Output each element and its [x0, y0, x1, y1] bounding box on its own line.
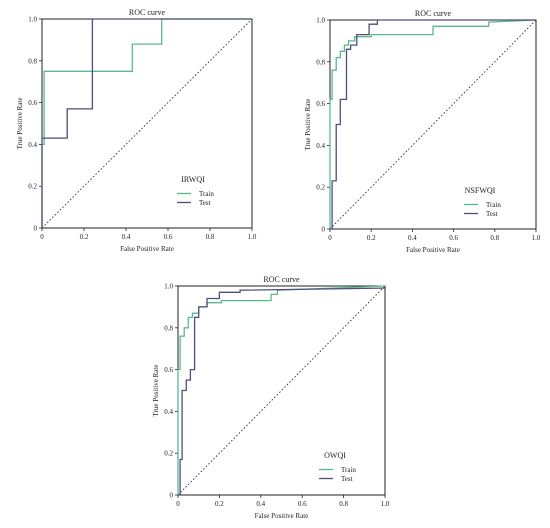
x-tick-label: 0.4	[408, 234, 417, 242]
y-tick-label: 0.4	[164, 408, 173, 416]
y-tick-label: 0.6	[316, 100, 325, 108]
legend-label-train: Train	[199, 190, 214, 198]
x-tick-label: 0.8	[490, 234, 499, 242]
y-tick-label: 1.0	[164, 283, 173, 291]
y-axis-label: True Positive Rate	[16, 98, 24, 150]
y-tick-label: 0.8	[316, 58, 325, 66]
y-tick-label: 0.2	[316, 184, 325, 192]
y-tick-label: 0.2	[164, 450, 173, 458]
x-axis-label: False Positive Rate	[406, 246, 460, 254]
y-tick-label: 0.6	[164, 366, 173, 374]
roc-line-test	[178, 287, 386, 496]
roc-line-train	[41, 18, 252, 228]
legend-label-test: Test	[341, 475, 353, 483]
chance-diagonal	[41, 18, 253, 229]
y-tick-label: 0.2	[28, 183, 37, 191]
legend-label-train: Train	[341, 466, 356, 474]
y-tick-label: 1.0	[28, 16, 37, 24]
x-tick-label: 1.0	[381, 500, 390, 508]
x-tick-label: 0.2	[215, 500, 224, 508]
x-tick-label: 0	[176, 500, 180, 508]
roc-line-test	[330, 19, 536, 230]
x-tick-label: 0.2	[80, 233, 89, 241]
chart-title: ROC curve	[415, 9, 452, 18]
roc-line-test	[41, 18, 252, 228]
legend-label-test: Test	[486, 210, 498, 218]
x-axis-label: False Positive Rate	[120, 245, 174, 253]
x-tick-label: 1.0	[532, 234, 541, 242]
y-tick-label: 0.8	[28, 57, 37, 65]
legend-label-test: Test	[199, 199, 211, 207]
x-tick-label: 0.4	[256, 500, 265, 508]
chance-diagonal	[177, 285, 386, 496]
x-tick-label: 0.4	[122, 233, 131, 241]
x-tick-label: 0.8	[339, 500, 348, 508]
roc-line-train	[329, 19, 537, 229]
legend-title: NSFWQI	[465, 186, 496, 195]
legend-label-train: Train	[486, 201, 501, 209]
y-tick-label: 1.0	[316, 17, 325, 25]
x-axis-label: False Positive Rate	[255, 512, 309, 520]
y-tick-label: 0.4	[28, 141, 37, 149]
legend-title: IRWQI	[181, 175, 205, 184]
y-axis-label: True Positive Rate	[152, 365, 160, 417]
y-tick-label: 0.4	[316, 142, 325, 150]
y-tick-label: 0	[34, 225, 38, 233]
y-tick-label: 0	[322, 226, 326, 234]
y-tick-label: 0.8	[164, 324, 173, 332]
chance-diagonal	[329, 19, 537, 230]
x-tick-label: 0.6	[298, 500, 307, 508]
y-axis-label: True Positive Rate	[304, 99, 312, 151]
roc-panel-1: 0 0.2 0.4 0.6 0.8 1.0 0 0.2 0.4 0.6 0.8 1.0 ROC curv…	[16, 8, 257, 253]
roc-panel-2: 0 0.2 0.4 0.6 0.8 1.0 0 0.2 0.4 0.6 0.8 1.0 ROC curv…	[304, 9, 541, 254]
x-tick-label: 0.2	[367, 234, 376, 242]
x-tick-label: 1.0	[248, 233, 257, 241]
x-tick-label: 0.6	[449, 234, 458, 242]
y-tick-label: 0	[170, 492, 174, 500]
chart-title: ROC curve	[263, 275, 300, 284]
roc-panel-3: 0 0.2 0.4 0.6 0.8 1.0 0 0.2 0.4 0.6 0.8 1.0 ROC curv…	[152, 275, 390, 520]
x-tick-label: 0	[328, 234, 332, 242]
y-tick-label: 0.6	[28, 99, 37, 107]
x-tick-label: 0.6	[164, 233, 173, 241]
chart-title: ROC curve	[129, 8, 166, 17]
x-tick-label: 0.8	[206, 233, 215, 241]
x-tick-label: 0	[40, 233, 44, 241]
legend-title: OWQI	[324, 451, 346, 460]
